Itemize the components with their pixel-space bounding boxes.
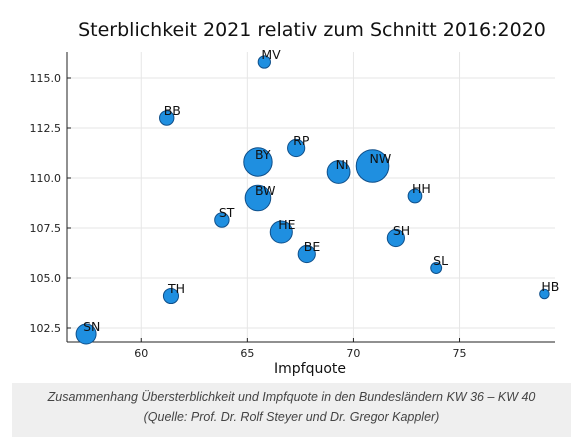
chart-title: Sterblichkeit 2021 relativ zum Schnitt 2… xyxy=(78,19,546,41)
data-point-sn xyxy=(75,323,97,345)
data-point-he xyxy=(269,220,293,244)
data-point-hh xyxy=(407,188,423,204)
point-label-sh: SH xyxy=(393,223,410,238)
y-tick-label: 115.0 xyxy=(30,72,62,85)
data-point-bw xyxy=(244,184,272,212)
data-point-nw xyxy=(355,149,390,183)
point-label-rp: RP xyxy=(293,133,310,148)
y-tick-label: 102.5 xyxy=(30,322,62,335)
point-label-bw: BW xyxy=(255,183,276,198)
data-point-st xyxy=(214,212,230,228)
x-tick-label: 60 xyxy=(134,347,148,360)
point-label-bb: BB xyxy=(164,103,181,118)
data-point-ni xyxy=(326,160,351,184)
point-label-st: ST xyxy=(219,205,235,220)
data-point-rp xyxy=(287,138,306,158)
y-tick-label: 112.5 xyxy=(30,122,62,135)
data-point-by xyxy=(243,147,273,177)
data-point-mv xyxy=(257,55,271,69)
y-tick-label: 105.0 xyxy=(30,272,62,285)
data-point-hb xyxy=(539,288,550,300)
data-point-sl xyxy=(430,262,443,274)
point-layer xyxy=(75,55,550,345)
data-point-th xyxy=(162,287,180,305)
grid-layer xyxy=(67,52,555,342)
y-tick-label: 107.5 xyxy=(30,222,62,235)
y-tick-label: 110.0 xyxy=(30,172,62,185)
point-label-he: HE xyxy=(278,217,295,232)
point-label-sl: SL xyxy=(433,253,448,268)
point-label-hh: HH xyxy=(412,181,431,196)
tick-label-layer: 60 65 70 75 102.5 105.0 107.5 110.0 112.5 115.0 xyxy=(30,72,467,360)
data-point-bb xyxy=(159,110,175,126)
point-label-ni: NI xyxy=(336,157,349,172)
point-label-hb: HB xyxy=(541,279,559,294)
point-label-be: BE xyxy=(304,239,321,254)
x-tick-label: 70 xyxy=(346,347,360,360)
x-axis-label: Impfquote xyxy=(274,361,346,377)
data-point-be xyxy=(297,244,316,264)
x-tick-label: 75 xyxy=(453,347,467,360)
data-point-sh xyxy=(386,228,405,248)
scatter-chart: Sterblichkeit 2021 relativ zum Schnitt 2… xyxy=(30,19,560,377)
axis-layer xyxy=(66,52,555,343)
point-label-nw: NW xyxy=(370,151,392,166)
point-label-by: BY xyxy=(255,147,271,162)
figure-caption: Zusammenhang Übersterblichkeit und Impfq… xyxy=(12,383,571,437)
point-label-sn: SN xyxy=(83,319,100,334)
chart-svg: Sterblichkeit 2021 relativ zum Schnitt 2… xyxy=(30,19,560,377)
x-tick-label: 65 xyxy=(240,347,254,360)
point-label-th: TH xyxy=(167,281,185,296)
point-label-layer: MV BB RP BY NI NW HH BW ST HE SH BE SL HB TH SN xyxy=(83,47,559,334)
point-label-mv: MV xyxy=(261,47,281,62)
